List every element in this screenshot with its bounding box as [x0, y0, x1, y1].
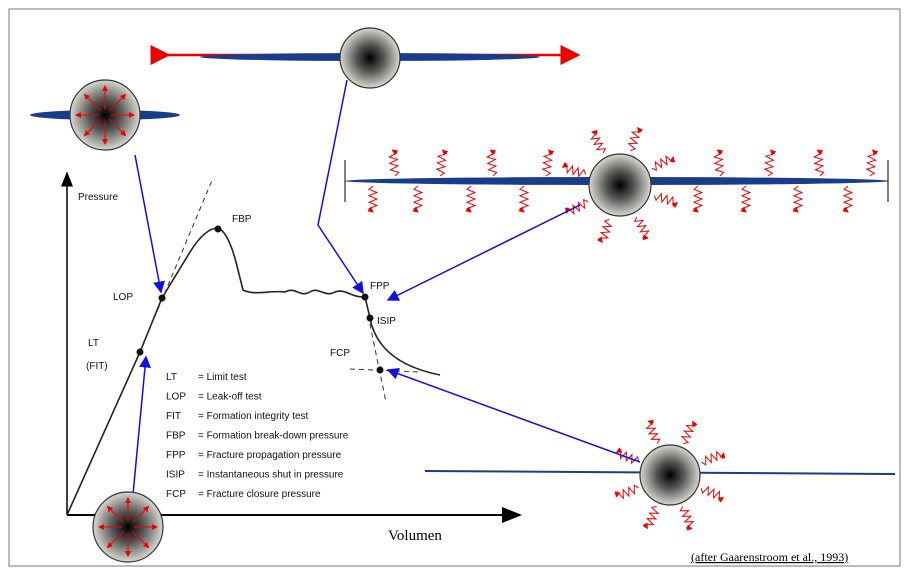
legend-abbr: FIT [166, 411, 181, 422]
wavy-arrow [865, 149, 879, 177]
pressure-arrow [106, 505, 125, 524]
wavy-arrow [412, 185, 424, 213]
legend-desc: = Fracture closure pressure [198, 489, 321, 500]
pressure-arrow [106, 530, 125, 549]
wavy-arrow [653, 192, 679, 209]
wavy-arrow [792, 185, 804, 213]
wavy-arrow [692, 185, 704, 213]
wellbore [588, 153, 652, 217]
x-axis-label: Volumen [388, 528, 442, 544]
point-label: FCP [330, 348, 350, 359]
point-label: ISIP [377, 316, 396, 327]
pressure-arrow [131, 505, 150, 524]
wavy-arrow [614, 484, 639, 500]
legend-abbr: LOP [166, 392, 186, 403]
wavy-arrow [679, 506, 695, 531]
y-axis-label: Pressure [78, 192, 118, 203]
wavy-arrow [645, 419, 661, 444]
wellbores [69, 27, 701, 563]
wavy-arrow [842, 185, 854, 213]
legend-abbr: FPP [166, 450, 186, 461]
point-label: LT [88, 338, 99, 349]
legend-desc: = Formation break-down pressure [198, 431, 349, 442]
wavy-arrow [740, 185, 752, 213]
wavy-arrow [615, 447, 640, 465]
wavy-arrow [627, 126, 644, 152]
illustrations [30, 45, 896, 531]
point-label: (FIT) [86, 361, 108, 372]
citation: (after Gaarenstroom et al., 1993) [691, 550, 848, 564]
wavy-arrow [642, 505, 660, 530]
wavy-arrow [700, 485, 725, 503]
dashed-closure [367, 314, 387, 403]
wavy-arrow [712, 149, 725, 177]
wavy-arrow [485, 149, 498, 177]
dashed-tangent [139, 177, 214, 353]
legend-abbr: LT [166, 372, 177, 383]
frame [8, 8, 901, 567]
point-label: LOP [113, 292, 133, 303]
wavy-arrow [387, 149, 400, 177]
legend-desc: = Limit test [198, 372, 247, 383]
wavy-arrow [561, 161, 587, 178]
legend-desc: = Leak-off test [198, 392, 262, 403]
legend-desc: = Fracture propagation pressure [198, 450, 342, 461]
dashed-closure-h [349, 368, 421, 373]
blue-arrows [131, 79, 641, 506]
curve-points [136, 225, 384, 374]
wavy-arrow [590, 129, 607, 154]
legend-abbr: FCP [166, 489, 186, 500]
legend-desc: = Formation integrity test [198, 411, 309, 422]
wavy-arrow [465, 185, 477, 213]
wellbore [639, 444, 701, 506]
wavy-arrow [633, 216, 650, 241]
point-label: FBP [232, 214, 252, 225]
wavy-arrow [541, 149, 555, 177]
legend-desc: = Instantaneous shut in pressure [198, 470, 344, 481]
wavy-arrow [701, 450, 726, 466]
wavy-arrow [812, 149, 825, 177]
wavy-arrow [518, 185, 530, 213]
pressure-arrow [83, 118, 102, 137]
wavy-arrow [367, 185, 379, 213]
wavy-arrow [596, 218, 613, 244]
pressure-arrow [108, 93, 127, 112]
wavy-arrow [680, 420, 698, 445]
legend-abbr: ISIP [166, 470, 185, 481]
wavy-arrow [435, 149, 449, 177]
legend-abbr: FBP [166, 431, 186, 442]
pressure-arrow [83, 93, 102, 112]
point-label: FPP [370, 281, 390, 292]
legend: LT = Limit test LOP = Leak-off test FIT = For… [166, 372, 349, 500]
wavy-arrow [651, 155, 676, 172]
wavy-arrow [763, 149, 777, 177]
pressure-arrow [108, 118, 127, 137]
wellbore [339, 27, 401, 89]
pressure-arrow [131, 530, 150, 549]
